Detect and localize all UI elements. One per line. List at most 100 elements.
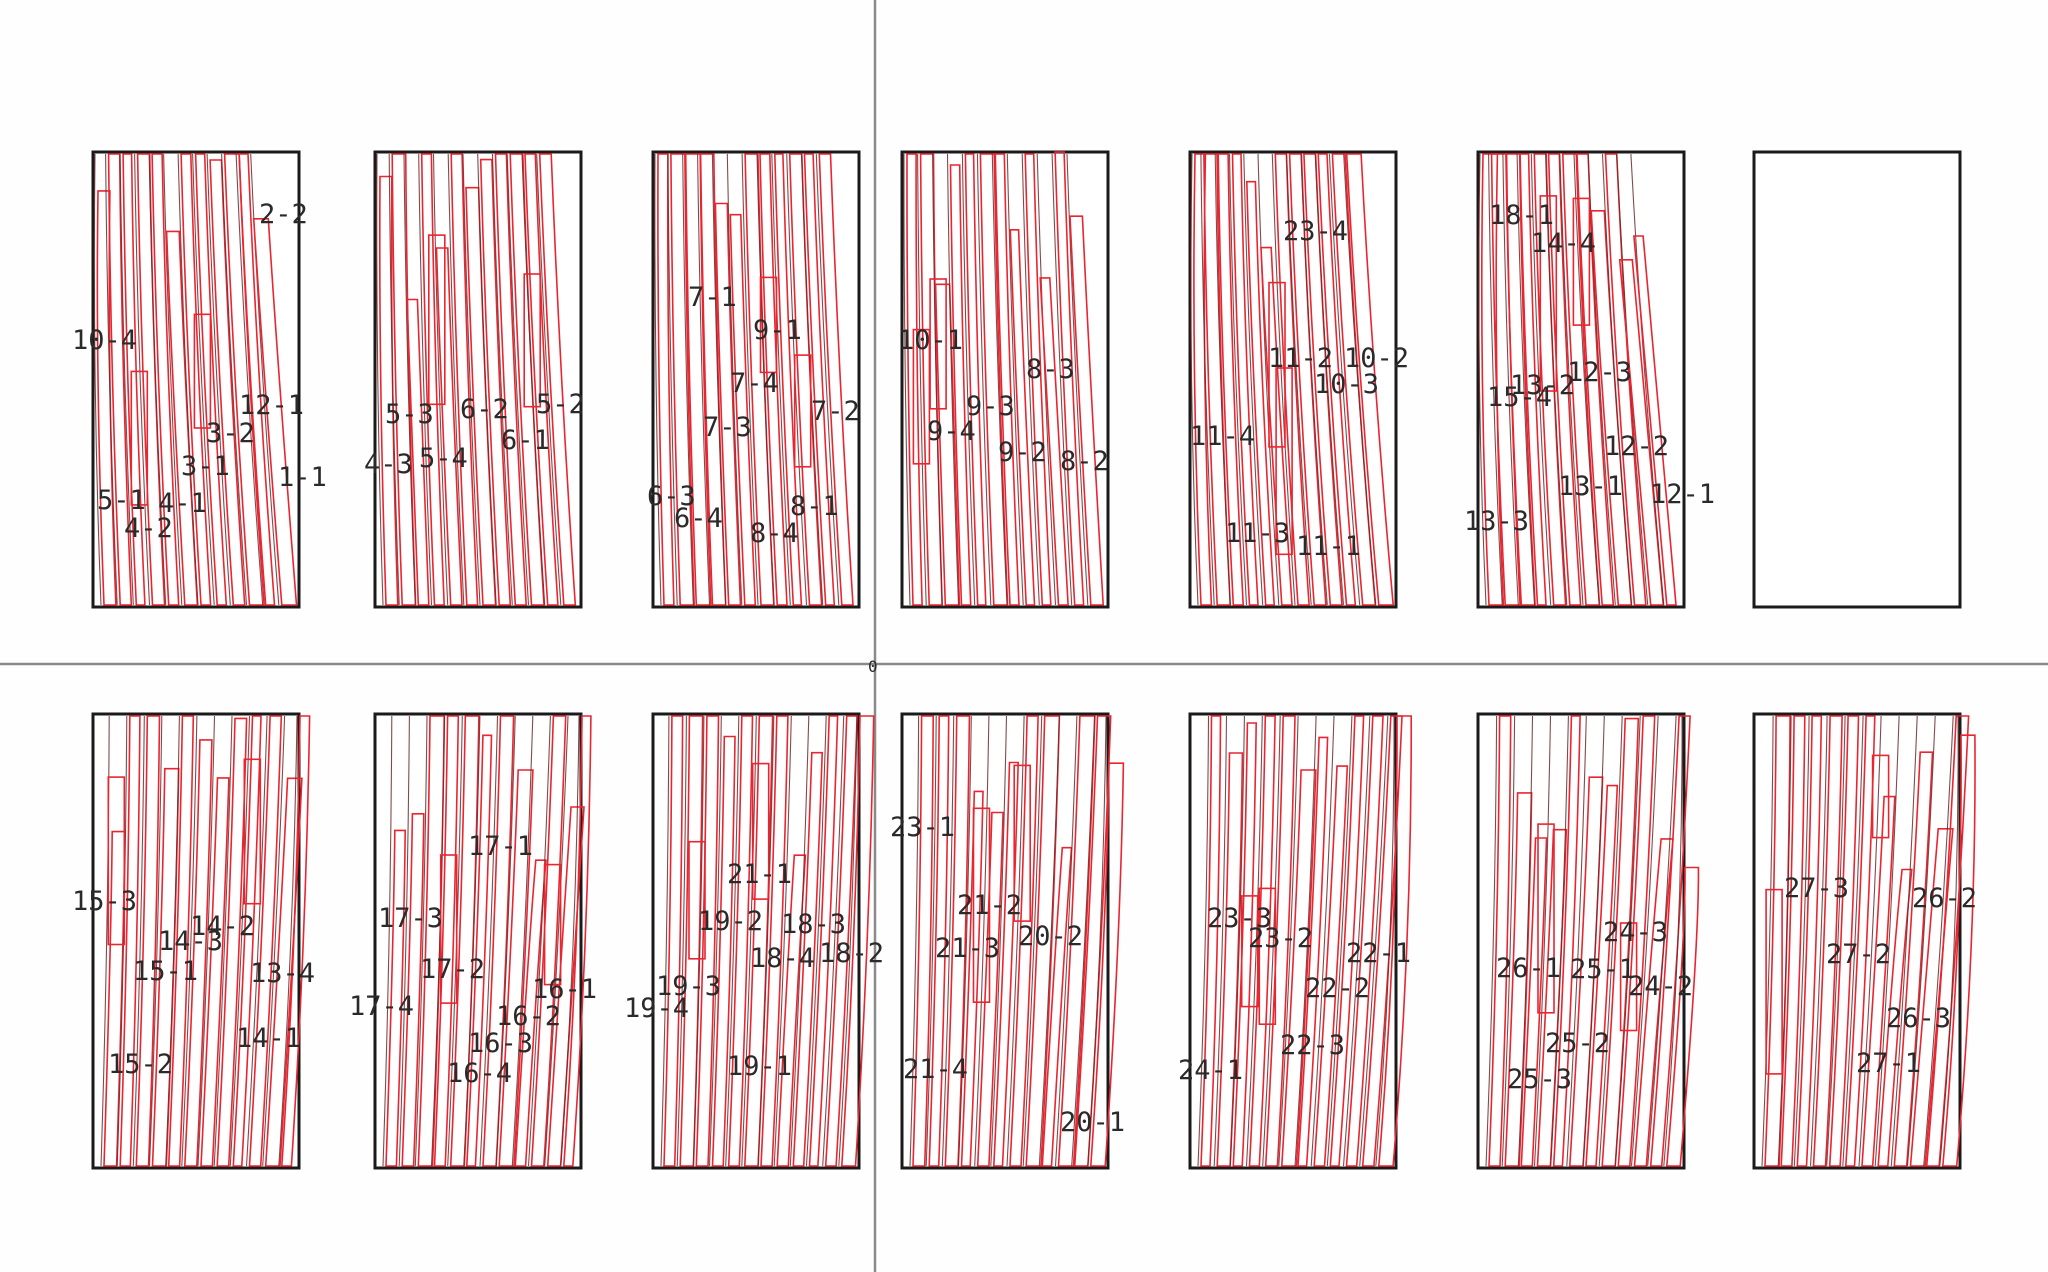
piece-label: 8-2 xyxy=(1060,446,1109,477)
offcut-piece xyxy=(1871,754,1890,839)
piece-label: 12-2 xyxy=(1604,431,1669,462)
grain-line xyxy=(1243,153,1264,606)
grain-line xyxy=(432,153,449,606)
grain-line xyxy=(660,715,670,1167)
cut-strip-outline xyxy=(1504,792,1533,1167)
piece-label: 20-2 xyxy=(1018,921,1083,952)
cut-strip-outline xyxy=(759,153,788,606)
grain-line xyxy=(1087,715,1107,1167)
grain-line xyxy=(192,153,215,606)
grain-line xyxy=(1614,715,1641,1167)
piece-label: 12-1 xyxy=(1650,479,1715,510)
grain-line xyxy=(903,153,911,606)
grain-line xyxy=(941,715,955,1167)
piece-label: 9-1 xyxy=(753,315,802,346)
cut-strip-outline xyxy=(773,153,803,606)
grain-line xyxy=(376,153,384,606)
grain-line xyxy=(165,715,180,1167)
grain-line xyxy=(725,715,740,1167)
piece-label: 22-2 xyxy=(1305,973,1370,1004)
grain-line xyxy=(148,715,163,1167)
grain-line xyxy=(1271,153,1296,606)
cut-strip-outline xyxy=(167,715,195,1167)
panel-frame xyxy=(1476,712,1686,1170)
grain-line xyxy=(213,715,233,1167)
grain-line xyxy=(1582,715,1605,1167)
grain-line xyxy=(711,153,727,606)
piece-label: 23-2 xyxy=(1248,923,1313,954)
grain-line xyxy=(463,715,481,1167)
grain-line xyxy=(917,153,927,606)
piece-label: 13-2 xyxy=(1510,370,1575,401)
grain-line xyxy=(1533,715,1552,1167)
grain-line xyxy=(414,715,428,1167)
grain-line xyxy=(388,153,400,606)
cut-strip-outline xyxy=(808,715,839,1167)
grain-line xyxy=(93,153,102,606)
piece-label: 23-4 xyxy=(1283,216,1348,247)
grain-line xyxy=(148,153,167,606)
piece-label: 18-2 xyxy=(819,938,884,969)
grain-line xyxy=(1601,153,1633,606)
piece-label: 14-1 xyxy=(236,1023,301,1054)
grain-line xyxy=(1630,715,1659,1167)
piece-label: 9-4 xyxy=(927,416,976,447)
cut-strip-outline xyxy=(435,247,463,606)
cut-strip-outline xyxy=(122,153,146,606)
cut-strip-outline xyxy=(1796,715,1823,1167)
panel-b3: 21-1 19-2 18-318-218-4 19-319-4 19-1 xyxy=(624,712,884,1170)
grain-line xyxy=(1359,715,1389,1167)
cut-strip-outline xyxy=(714,202,742,606)
piece-label: 7-3 xyxy=(703,412,752,443)
piece-label: 22-3 xyxy=(1280,1030,1345,1061)
cut-strip-outline xyxy=(1941,734,1976,1167)
piece-label: 16-1 xyxy=(532,974,597,1005)
cut-strip-outline xyxy=(1561,153,1601,606)
cut-strip-outline xyxy=(1665,866,1700,1167)
grain-line xyxy=(1257,153,1280,606)
cut-strip-outline xyxy=(1216,752,1244,1167)
cut-strip-outline xyxy=(1520,837,1548,1167)
piece-label: 1-1 xyxy=(278,462,327,493)
piece-label: 26-2 xyxy=(1912,883,1977,914)
offcut-piece xyxy=(972,807,991,1003)
piece-label: 6-4 xyxy=(674,503,723,534)
grain-line xyxy=(682,153,694,606)
panel-frame xyxy=(651,712,861,1170)
cut-strip-outline xyxy=(252,218,298,606)
piece-label: 5-4 xyxy=(419,443,468,474)
cut-strip-outline xyxy=(1893,751,1934,1167)
piece-label: 15-3 xyxy=(72,886,137,917)
cut-strip-outline xyxy=(1280,769,1317,1167)
cut-strip-outline xyxy=(1505,153,1536,606)
cut-strip-outline xyxy=(1585,784,1619,1167)
piece-label: 12-1 xyxy=(239,390,304,421)
grain-line xyxy=(1906,715,1936,1167)
cut-strip-outline xyxy=(1057,715,1096,1167)
grain-line xyxy=(1874,715,1900,1167)
cut-strip-outline xyxy=(1828,715,1860,1167)
cut-strip-outline xyxy=(1217,153,1245,606)
cut-strip-outline xyxy=(530,715,567,1167)
grain-line xyxy=(382,715,393,1167)
cut-strip-outline xyxy=(385,829,407,1167)
cut-strip-outline xyxy=(976,811,1004,1167)
cut-strip-outline xyxy=(1844,715,1876,1167)
piece-label: 18-4 xyxy=(750,943,815,974)
piece-label: 17-2 xyxy=(420,954,485,985)
cut-strip-outline xyxy=(391,153,417,606)
cut-strip-outline xyxy=(498,769,534,1167)
piece-label: 2-2 xyxy=(259,199,308,230)
piece-label: 4-1 xyxy=(158,488,207,519)
offcut-piece xyxy=(1258,887,1277,1026)
piece-label: 11-1 xyxy=(1296,531,1361,562)
grain-line xyxy=(495,715,516,1167)
piece-label: 21-2 xyxy=(957,890,1022,921)
piece-label: 27-1 xyxy=(1856,1048,1921,1079)
piece-label: 13-4 xyxy=(250,958,315,989)
cut-strip-outline xyxy=(1041,846,1073,1167)
grain-line xyxy=(521,153,546,606)
piece-label: 15-4 xyxy=(1487,382,1552,413)
grain-line xyxy=(1573,153,1600,606)
grain-line xyxy=(1214,153,1231,606)
